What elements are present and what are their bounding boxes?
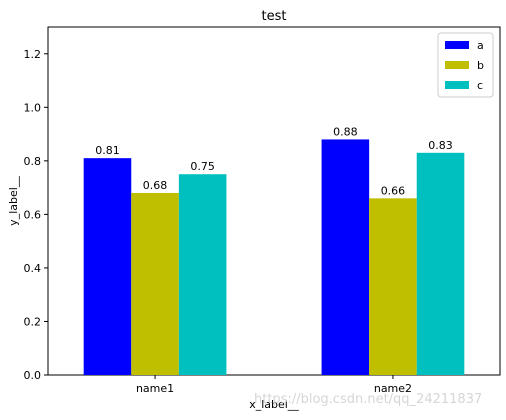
data-label-c-name1: 0.75	[190, 160, 215, 173]
legend-swatch-a	[445, 41, 469, 49]
x-axis: name1 name2	[136, 375, 412, 395]
bar-a-name1	[83, 158, 132, 375]
y-axis-label: y_label__	[7, 176, 20, 226]
data-label-a-name1: 0.81	[95, 144, 120, 157]
legend-swatch-c	[445, 81, 469, 89]
bar-b-name1	[131, 192, 179, 375]
bar-c-name1	[178, 174, 227, 375]
legend: abc	[437, 32, 494, 98]
x-axis-label: x_label__	[249, 398, 299, 411]
bar-c-name2	[416, 152, 465, 375]
legend-label-a: a	[477, 39, 484, 52]
y-tick-label: 1.2	[24, 48, 42, 61]
legend-label-c: c	[477, 79, 483, 92]
bar-a-name2	[321, 139, 370, 375]
data-label-a-name2: 0.88	[333, 125, 358, 138]
legend-label-b: b	[477, 59, 484, 72]
data-label-c-name2: 0.83	[428, 139, 453, 152]
y-tick-label: 0.8	[24, 155, 42, 168]
y-axis: 0.0 0.2 0.4 0.6 0.8 1.0 1.2	[24, 48, 48, 382]
data-labels-group: 0.81 0.88 0.68 0.66 0.75 0.83	[95, 125, 453, 197]
plot-area	[47, 26, 501, 376]
data-label-b-name1: 0.68	[143, 179, 168, 192]
y-tick-label: 0.0	[24, 369, 42, 382]
legend-swatch-b	[445, 61, 469, 69]
chart-title: test	[262, 9, 287, 24]
x-tick-label-name2: name2	[374, 382, 412, 395]
y-tick-label: 1.0	[24, 101, 42, 114]
bars-group	[83, 139, 465, 375]
y-tick-label: 0.2	[24, 315, 42, 328]
bar-b-name2	[369, 198, 417, 375]
y-tick-label: 0.6	[24, 208, 42, 221]
watermark-text: https://blog.csdn.net/qq_24211837	[254, 392, 483, 407]
data-label-b-name2: 0.66	[381, 184, 406, 197]
x-tick-label-name1: name1	[136, 382, 174, 395]
y-tick-label: 0.4	[24, 262, 42, 275]
